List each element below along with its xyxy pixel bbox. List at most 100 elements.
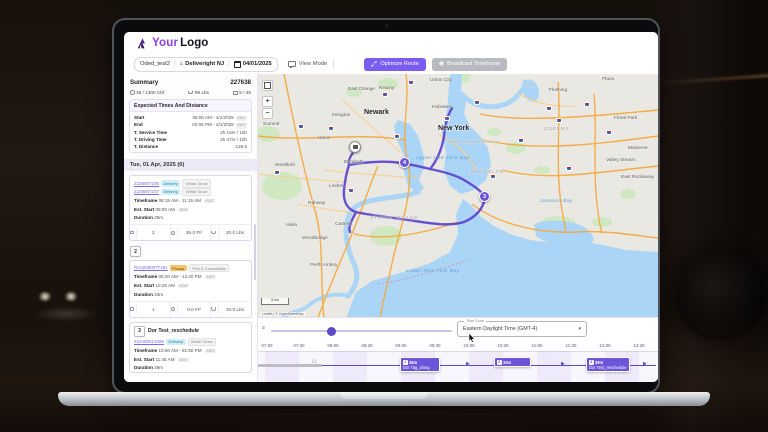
weight-value: 20.0 Lbs [210,225,251,241]
day-header[interactable]: Tue, 01 Apr, 2025 (6) [124,159,257,172]
edit-link[interactable]: EDIT [204,198,216,203]
fullscreen-icon [264,82,271,89]
order-link[interactable]: RA22280077481 [134,265,168,271]
route-select[interactable]: Oded_test2 [140,61,170,67]
weight-value: 34.0 Lbs [210,301,251,317]
slider-handle[interactable] [327,326,336,336]
stop-card-2[interactable]: RA22280077481 Pickup Pick & Consolidate … [129,260,252,318]
broadcast-timeframe-button[interactable]: ◉ Broadcast Timeframe [431,57,508,71]
fullscreen-button[interactable] [262,80,273,91]
map-label: Union City [430,78,453,83]
mouse-cursor [468,333,476,344]
stop-marker[interactable]: 4 [399,157,410,168]
time-tick: 09:00 [395,343,407,349]
highway-shield-icon [518,138,524,143]
toolbar: Oded_test2 | ⌂ Deliveright NJ | 04/01/202… [124,54,658,74]
map-label: STATEN ISLAND [370,215,419,220]
stat-weight: 99 Lbs [188,90,209,95]
stat-volume: 36 / 1300 Cbf [130,90,164,95]
map-label: New York [438,125,470,132]
date-picker[interactable]: 04/01/2025 [233,60,272,68]
stop-card-3[interactable]: 3 Dor Test_reschedule 222480013286 Deliv… [129,321,252,373]
map-label: East Orange [348,87,375,92]
edit-link[interactable]: EDIT [178,207,190,212]
map-graphics [258,74,658,318]
block-name: Dor Test_reschedule [589,364,627,370]
org-select[interactable]: ⌂ Deliveright NJ [179,61,225,67]
order-link[interactable]: 2228007237 [134,188,160,194]
est-start-row: Est. Start 09:00 AM EDIT [134,206,190,212]
map-label: Upper New York Bay [416,156,470,161]
timeline-panel: 3 Time Zone Eastern Daylight Time (GMT-4… [258,317,658,382]
edit-link[interactable]: EDIT [235,123,247,129]
optimize-route-button[interactable]: Optimize Route [364,57,426,71]
order-row: RA22280077481 Pickup Pick & Consolidate [134,264,247,273]
block-number: 3 [589,360,594,365]
base-lip [340,392,428,399]
highway-shield-icon [490,174,496,179]
highway-shield-icon [274,170,280,175]
timezone-select[interactable]: Time Zone Eastern Daylight Time (GMT-4) … [457,319,587,338]
map-attribution[interactable]: Leaflet | © OpenStreetMap [260,312,306,317]
box-icon [233,90,238,95]
timezone-label: Time Zone [464,319,487,324]
zoom-in-button[interactable]: + [262,96,273,107]
time-tick: 07:30 [293,343,305,349]
time-tick: 12:30 [633,343,645,349]
edit-link[interactable]: EDIT [178,284,190,289]
block-duration: 39m [595,359,604,365]
brand-logo-icon [137,37,145,48]
camera-dot [385,24,388,27]
route-line [322,364,656,367]
order-service-badge: White Glove [182,187,212,196]
highway-shield-icon [566,166,572,171]
timeline-zoom-slider[interactable] [271,326,452,336]
stop-card-1[interactable]: 2228007236 Delivery White Glove 22280072… [129,175,252,242]
stop-marker[interactable]: 3 [479,191,490,202]
timeline-stop-block[interactable]: 2 33m [494,357,531,368]
volume-value: 0.0 Ft² [169,301,211,317]
stop-number-badge[interactable]: 2 [130,246,141,258]
toolbar-divider [333,59,335,69]
summary-stats: 36 / 1300 Cbf 99 Lbs 5 / 45 [130,90,251,95]
edit-link[interactable]: EDIT [204,275,217,280]
map-label: Summit [263,122,280,127]
time-tick: 11:30 [565,343,577,349]
stop-number-badge[interactable]: 3 [134,325,145,337]
time-tick: 07:00 [261,343,273,349]
route-icon [371,61,378,67]
timeline-track[interactable]: ⌂ ▶ ▶ ▶ 1 35m Dor Tag_along [258,351,658,382]
edit-link[interactable]: EDIT [235,115,247,122]
edit-link[interactable]: EDIT [177,357,189,362]
calendar-icon [233,60,241,68]
edit-link[interactable]: EDIT [204,348,217,353]
order-link[interactable]: 2228007236 [134,180,160,186]
summary-ref: 227638 [230,79,251,86]
time-tick: 10:30 [497,343,509,349]
app-window: Your Logo Oded_test2 | ⌂ Deliveright NJ |… [124,32,658,382]
sidebar[interactable]: Summary 227638 36 / 1300 Cbf 99 Lbs 5 / … [124,74,258,382]
map-label: Perth Amboy [310,263,338,268]
zoom-out-button[interactable]: − [262,108,273,119]
pre-route-bar [258,364,322,367]
map-label: DOWNTOWN BROOKLYN [448,140,500,144]
order-link[interactable]: 222480013286 [134,338,165,344]
map-canvas[interactable]: East Orange Kearny Union City Hoboken Irving… [258,74,658,318]
weight-icon [211,230,216,235]
map-label: Woodbridge [302,236,328,241]
map-label: Hoboken [432,105,452,110]
timezone-value: Eastern Daylight Time (GMT-4) [463,326,538,333]
order-row: 2228007236 Delivery White Glove [134,179,247,188]
view-mode-button[interactable]: View Mode [287,60,327,68]
etd-end-row: End 02:05 PM - 4/1/2025 EDIT [134,122,247,129]
building-icon: ⌂ [179,61,184,67]
depot-marker[interactable] [349,141,361,153]
timeline-stop-block[interactable]: 3 39m Dor Test_reschedule [586,357,630,373]
brand-name-logo: Logo [180,37,209,49]
time-tick: 08:00 [327,343,339,349]
weight-icon [211,307,216,311]
map-label: Irvington [332,113,351,118]
timeline-stop-block[interactable]: 1 35m Dor Tag_along [400,357,440,373]
